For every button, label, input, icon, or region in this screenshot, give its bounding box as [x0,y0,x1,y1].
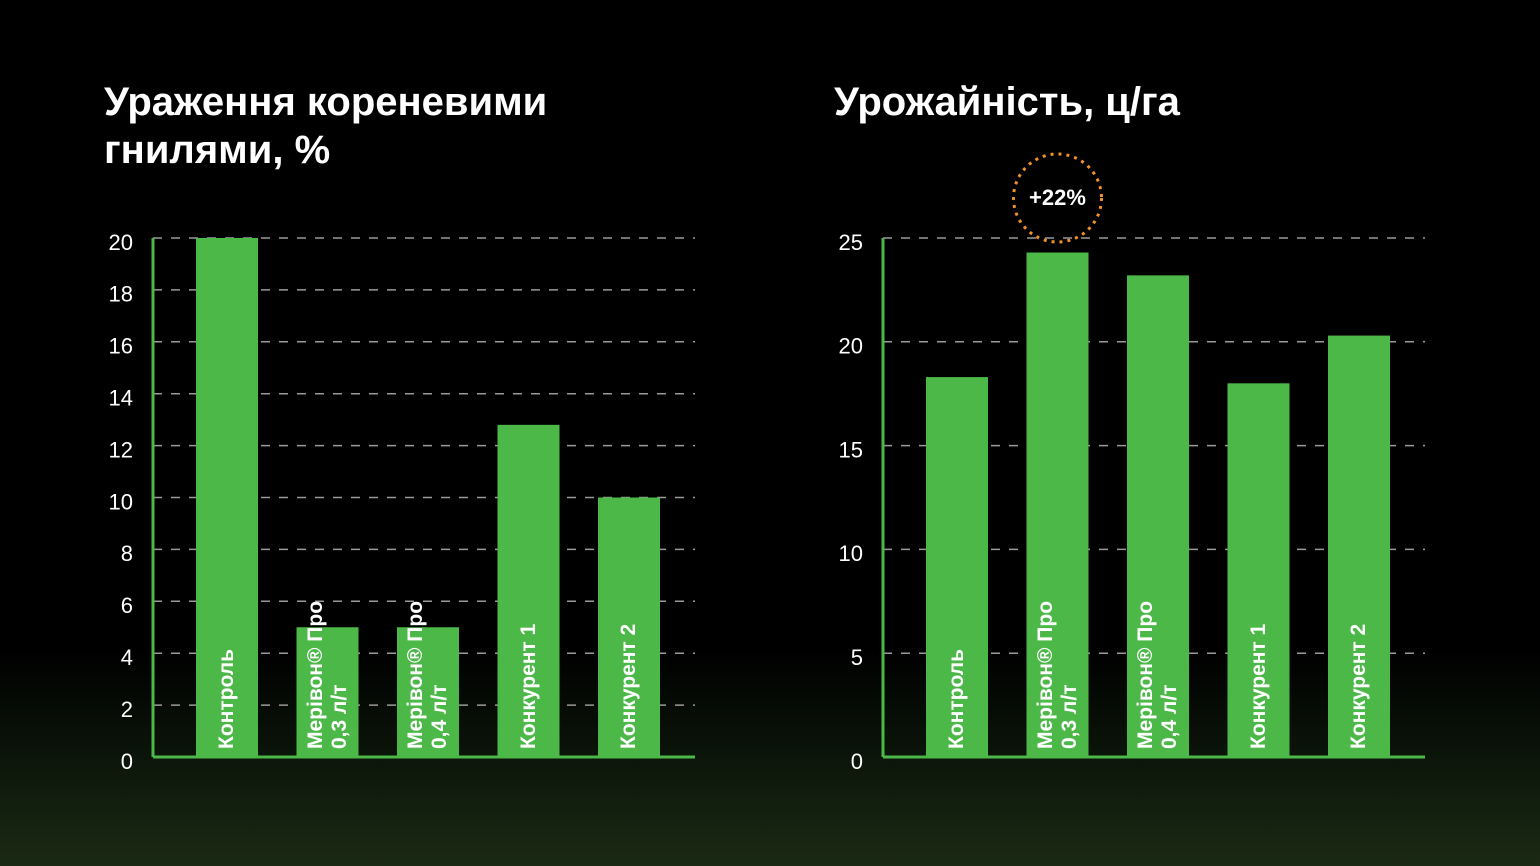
y-tick-label: 5 [851,645,863,670]
annotation: +22% [1029,185,1086,210]
y-tick-label: 14 [109,386,133,411]
bar [1026,252,1089,758]
y-tick-label: 10 [109,489,133,514]
y-tick-label: 0 [851,749,863,774]
category-label: Конкурент 1 [516,623,540,749]
y-tick-label: 8 [121,541,133,566]
category-label: Контроль [945,649,968,749]
y-tick-label: 4 [121,645,133,670]
category-label: Мерівон® Про 0,3 л/т [1033,600,1081,749]
bar [598,497,660,757]
category-label: Мерівон® Про 0,3 л/т [303,600,351,749]
y-tick-label: 10 [839,541,863,566]
bar [296,627,359,757]
annotation-circle [1012,152,1103,244]
y-tick-label: 15 [839,437,863,462]
category-label: Конкурент 2 [617,623,640,749]
category-label: Конкурент 1 [1246,623,1270,749]
category-label: Мерівон® Про 0,4 л/т [1134,600,1181,749]
y-tick-label: 0 [121,749,133,774]
y-tick-label: 6 [121,593,133,618]
bar [397,627,459,757]
category-label: Конкурент 2 [1347,623,1370,749]
bar [196,238,258,757]
bar [1227,383,1290,757]
bar [1328,335,1390,757]
y-tick-label: 25 [839,230,863,255]
y-tick-label: 16 [109,334,133,359]
bar [1127,275,1189,757]
y-tick-label: 18 [109,282,133,307]
y-tick-label: 20 [839,334,863,359]
bar [497,424,560,757]
bar [926,377,988,757]
category-label: Контроль [215,649,238,749]
y-tick-label: 2 [121,697,133,722]
chart-title: Урожайність, ц/га [834,80,1180,124]
category-label: Мерівон® Про 0,4 л/т [404,600,451,749]
chart-title: Ураження кореневими гнилями, % [104,80,548,172]
y-tick-label: 12 [109,437,133,462]
y-tick-label: 20 [109,230,133,255]
